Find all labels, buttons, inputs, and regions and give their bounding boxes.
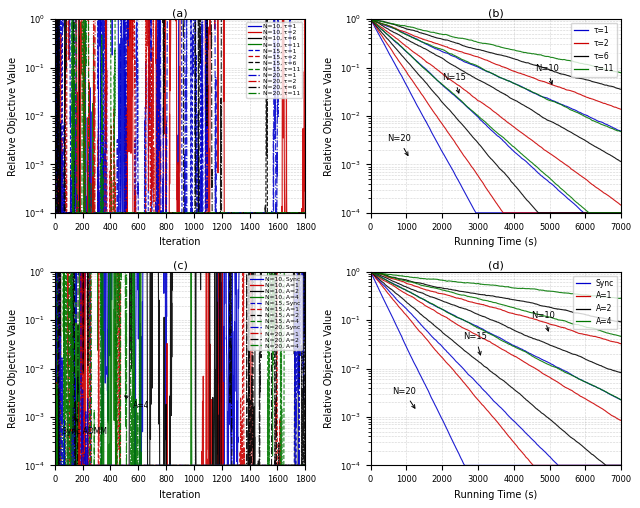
Title: (a): (a) bbox=[172, 8, 188, 18]
Text: N=20: N=20 bbox=[387, 134, 410, 155]
X-axis label: Running Time (s): Running Time (s) bbox=[454, 237, 538, 247]
Title: (c): (c) bbox=[173, 261, 188, 271]
Text: N=15: N=15 bbox=[463, 332, 488, 355]
Text: N=10: N=10 bbox=[535, 64, 559, 84]
X-axis label: Iteration: Iteration bbox=[159, 237, 201, 247]
Legend: τ=1, τ=2, τ=6, τ=11: τ=1, τ=2, τ=6, τ=11 bbox=[571, 23, 618, 77]
Y-axis label: Relative Objective Value: Relative Objective Value bbox=[8, 309, 19, 428]
X-axis label: Iteration: Iteration bbox=[159, 490, 201, 500]
Text: Sync ADMM: Sync ADMM bbox=[61, 418, 107, 436]
X-axis label: Running Time (s): Running Time (s) bbox=[454, 490, 538, 500]
Y-axis label: Relative Objective Value: Relative Objective Value bbox=[8, 56, 19, 175]
Y-axis label: Relative Objective Value: Relative Objective Value bbox=[324, 56, 334, 175]
Text: N=15: N=15 bbox=[442, 73, 466, 93]
Legend: Sync, A=1, A=2, A=4: Sync, A=1, A=2, A=4 bbox=[573, 275, 618, 329]
Text: A=4: A=4 bbox=[125, 396, 149, 410]
Text: N=20: N=20 bbox=[392, 387, 416, 408]
Text: N=10: N=10 bbox=[532, 311, 556, 331]
Legend: N=10, Sync, N=10, A=1, N=10, A=2, N=10, A=4, N=15, Sync, N=15, A=1, N=15, A=2, N: N=10, Sync, N=10, A=1, N=10, A=2, N=10, … bbox=[248, 275, 302, 351]
Legend: N=10, τ=1, N=10, τ=2, N=10, τ=6, N=10, τ=11, N=15, τ=1, N=15, τ=2, N=15, τ=6, N=: N=10, τ=1, N=10, τ=2, N=10, τ=6, N=10, τ… bbox=[246, 22, 302, 98]
Title: (b): (b) bbox=[488, 8, 504, 18]
Title: (d): (d) bbox=[488, 261, 504, 271]
Y-axis label: Relative Objective Value: Relative Objective Value bbox=[324, 309, 334, 428]
